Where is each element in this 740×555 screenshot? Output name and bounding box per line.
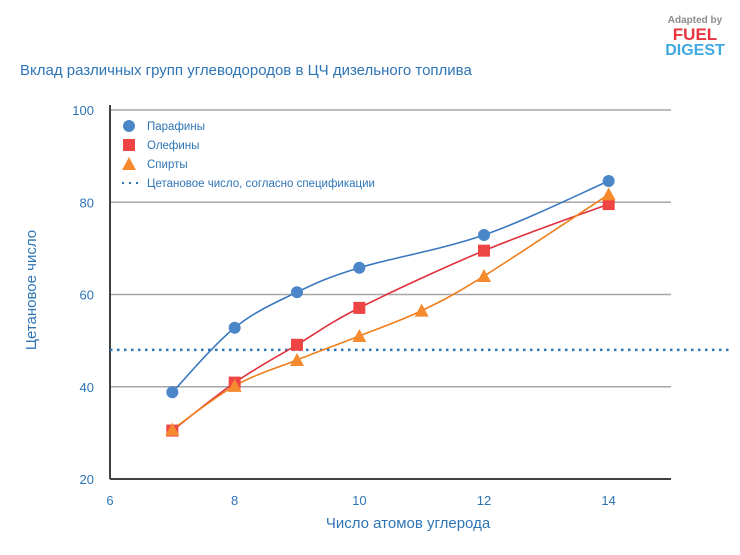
y-tick-label: 40: [80, 380, 94, 395]
legend: Парафины Олефины Спирты Цетановое число, со…: [122, 120, 375, 190]
y-axis-label: Цетановое число: [23, 230, 40, 350]
data-point-circle: [166, 386, 179, 399]
logo-line-1: Adapted by: [667, 15, 723, 26]
data-point-triangle: [477, 269, 491, 283]
y-tick-label: 60: [80, 288, 94, 303]
data-point-circle: [228, 321, 241, 334]
legend-label: Цетановое число, согласно спецификации: [147, 178, 375, 190]
legend-marker-square: [123, 139, 135, 151]
series-line-triangle: [171, 193, 610, 431]
x-axis-label: Число атомов углерода: [326, 515, 491, 532]
logo-line-3: DIGEST: [665, 42, 725, 59]
legend-label: Спирты: [147, 159, 188, 171]
data-point-triangle: [290, 352, 304, 366]
data-point-circle: [353, 261, 366, 274]
data-point-circle: [602, 175, 615, 188]
x-tick-label: 6: [106, 493, 113, 508]
chart-title: Вклад различных групп углеводородов в ЦЧ…: [20, 62, 472, 79]
data-point-square: [478, 244, 490, 257]
y-tick-label: 80: [80, 195, 94, 210]
data-point-square: [602, 198, 615, 211]
data-point-circle: [478, 228, 490, 241]
legend-marker-triangle: [122, 157, 136, 170]
data-point-circle: [291, 286, 303, 299]
x-tick-label: 12: [477, 493, 491, 508]
legend-label: Олефины: [147, 140, 199, 152]
logo-line-2: FUEL: [672, 25, 718, 44]
data-point-square: [291, 338, 303, 351]
fuel-digest-logo: Adapted by FUEL DIGEST: [660, 16, 730, 59]
data-point-triangle: [601, 187, 616, 201]
data-point-triangle: [352, 329, 367, 343]
x-tick-label: 8: [231, 493, 238, 508]
data-point-square: [353, 301, 366, 314]
y-tick-label: 100: [72, 103, 94, 118]
data-point-triangle: [414, 303, 429, 317]
data-point-triangle: [227, 378, 242, 392]
x-tick-label: 14: [601, 493, 615, 508]
y-tick-label: 20: [80, 472, 94, 487]
data-point-triangle: [165, 422, 180, 436]
series-line-circle: [171, 180, 609, 393]
x-tick-label: 10: [352, 493, 366, 508]
legend-label: Парафины: [147, 121, 205, 133]
legend-marker-circle: [123, 120, 135, 132]
